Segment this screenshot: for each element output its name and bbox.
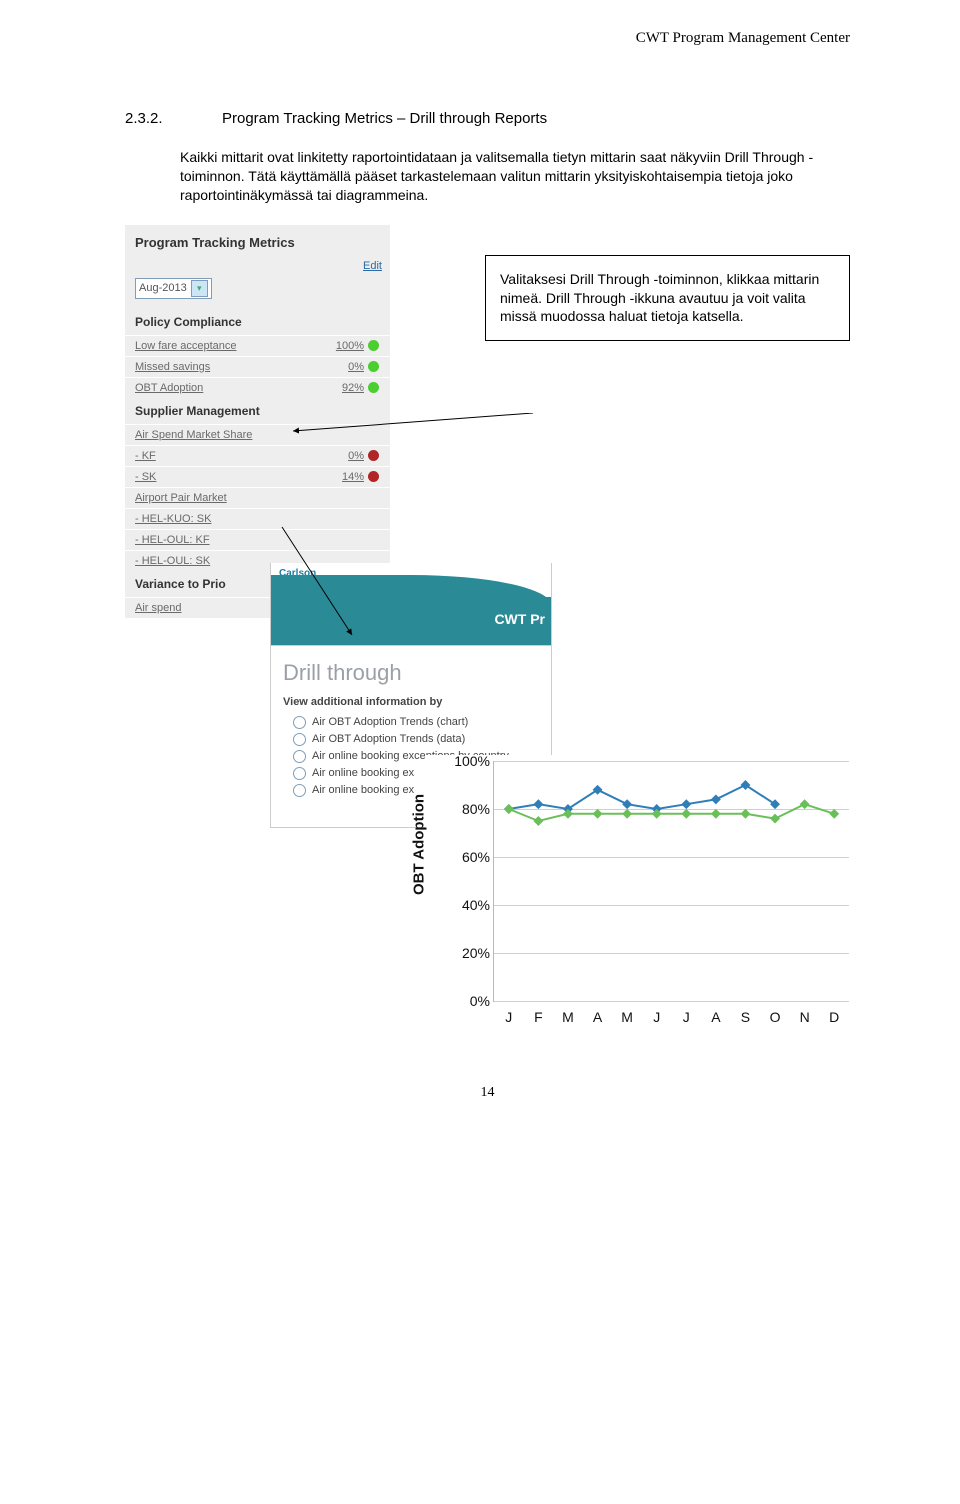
chart-y-axis-label: OBT Adoption [411,794,428,895]
chart-y-tick: 0% [442,993,490,1009]
drill-through-subheading: View additional information by [271,696,551,714]
ptm-metric-row[interactable]: Missed savings0% [125,356,390,377]
chart-x-tick: O [770,1009,781,1025]
chart-x-tick: M [562,1009,574,1025]
drill-through-option-label: Air online booking ex [312,767,414,779]
ptm-metric-label: Missed savings [135,361,324,373]
chart-y-tick: 60% [442,849,490,865]
chevron-down-icon: ▾ [191,280,208,297]
ptm-metric-row[interactable]: Airport Pair Market [125,487,390,508]
month-select[interactable]: Aug-2013 ▾ [135,278,212,299]
chart-x-tick: D [829,1009,839,1025]
ptm-metric-row[interactable]: OBT Adoption92% [125,377,390,398]
ptm-section-heading: Policy Compliance [125,309,390,335]
chart-y-tick: 20% [442,945,490,961]
ptm-metric-label: Airport Pair Market [135,492,324,504]
chart-y-tick: 40% [442,897,490,913]
ptm-metric-row[interactable]: - HEL-KUO: SK [125,508,390,529]
status-dot-icon [364,471,382,482]
ptm-metric-label: - KF [135,450,324,462]
ptm-section-heading: Supplier Management [125,398,390,424]
chart-x-tick: A [593,1009,602,1025]
status-dot-icon [364,361,382,372]
ptm-metric-label: Low fare acceptance [135,340,324,352]
figure-area: Program Tracking Metrics Edit Aug-2013 ▾… [125,225,850,1045]
drill-through-option-label: Air OBT Adoption Trends (chart) [312,716,468,728]
chart-series-svg [494,761,849,1001]
radio-icon [293,733,306,746]
chart-x-tick: S [741,1009,750,1025]
status-dot-icon [364,450,382,461]
body-paragraph: Kaikki mittarit ovat linkitetty raportoi… [180,148,850,205]
chart-x-tick: J [653,1009,660,1025]
drill-through-option-label: Air OBT Adoption Trends (data) [312,733,465,745]
ptm-month-row: Aug-2013 ▾ [125,278,390,309]
banner-brand-text: CWT Pr [494,611,545,627]
ptm-metric-label: Air Spend Market Share [135,429,324,441]
ptm-metric-value: 14% [324,471,364,483]
radio-icon [293,750,306,763]
ptm-metric-label: - HEL-KUO: SK [135,513,324,525]
chart-x-tick: M [621,1009,633,1025]
status-dot-icon [364,340,382,351]
ptm-metric-row[interactable]: Air Spend Market Share [125,424,390,445]
page-header-title: CWT Program Management Center [636,30,850,47]
drill-through-heading: Drill through [271,646,551,696]
drill-through-option-label: Air online booking ex [312,784,414,796]
status-dot-icon [364,382,382,393]
document-page: CWT Program Management Center 2.3.2. Pro… [0,0,960,1141]
drill-through-option[interactable]: Air OBT Adoption Trends (chart) [271,714,551,731]
obt-adoption-chart: OBT Adoption 0%20%40%60%80%100%JFMAMJJAS… [425,755,850,1035]
ptm-metric-row[interactable]: - KF0% [125,445,390,466]
chart-plot-area: 0%20%40%60%80%100%JFMAMJJASOND [493,761,849,1002]
chart-x-tick: N [800,1009,810,1025]
ptm-metric-value: 0% [324,361,364,373]
ptm-metric-label: - HEL-OUL: KF [135,534,324,546]
ptm-title: Program Tracking Metrics [125,225,390,258]
chart-x-tick: J [683,1009,690,1025]
page-number: 14 [125,1085,850,1101]
program-tracking-metrics-panel: Program Tracking Metrics Edit Aug-2013 ▾… [125,225,390,618]
ptm-metric-label: - SK [135,471,324,483]
chart-y-tick: 80% [442,801,490,817]
section-title: Program Tracking Metrics – Drill through… [222,110,547,127]
month-select-value: Aug-2013 [139,282,187,294]
ptm-metric-row[interactable]: - HEL-OUL: KF [125,529,390,550]
section-number: 2.3.2. [125,110,163,127]
radio-icon [293,767,306,780]
chart-x-tick: F [534,1009,543,1025]
drill-through-option[interactable]: Air OBT Adoption Trends (data) [271,731,551,748]
ptm-edit-row: Edit [125,258,390,278]
chart-x-tick: J [505,1009,512,1025]
radio-icon [293,716,306,729]
drill-through-banner: Carlson Wagonlit Travel CWT Pr [271,563,551,646]
ptm-metric-row[interactable]: - SK14% [125,466,390,487]
callout-box: Valitaksesi Drill Through -toiminnon, kl… [485,255,850,342]
radio-icon [293,784,306,797]
chart-y-tick: 100% [442,753,490,769]
section-heading: 2.3.2. Program Tracking Metrics – Drill … [125,110,850,128]
chart-x-tick: A [711,1009,720,1025]
ptm-metric-value: 100% [324,340,364,352]
ptm-metric-value: 0% [324,450,364,462]
ptm-metric-label: OBT Adoption [135,382,324,394]
ptm-metric-row[interactable]: Low fare acceptance100% [125,335,390,356]
ptm-metric-value: 92% [324,382,364,394]
edit-link[interactable]: Edit [363,260,382,272]
